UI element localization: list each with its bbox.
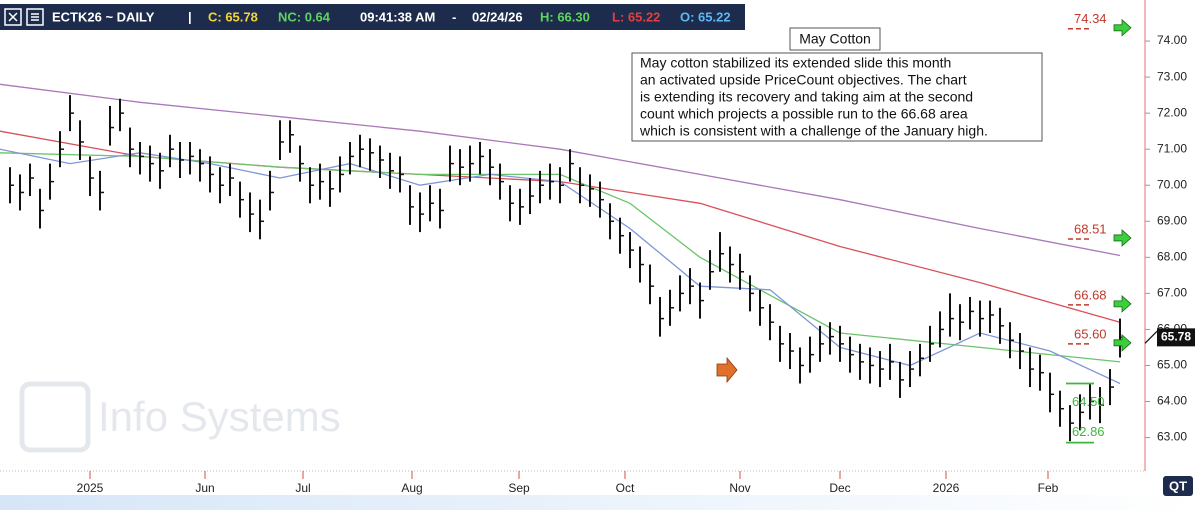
annotation-line: count which projects a possible run to t… <box>640 106 968 122</box>
x-tick-label: Jul <box>295 481 310 495</box>
target-label: 74.34 <box>1074 11 1107 26</box>
annotation-title-box <box>789 27 881 51</box>
header-item: H: 66.30 <box>540 9 590 24</box>
header-item: | <box>188 9 192 24</box>
header-item: - <box>452 9 456 24</box>
annotation-line: an activated upside PriceCount objective… <box>640 72 967 88</box>
x-tick-label: Feb <box>1038 481 1059 495</box>
x-tick-label: Nov <box>729 481 750 495</box>
y-tick-label: 72.00 <box>1157 105 1187 119</box>
target-arrow <box>1113 295 1132 313</box>
watermark-group: Info Systems <box>19 381 341 453</box>
price-box <box>1157 328 1195 347</box>
annotation-line: which is consistent with a challenge of … <box>639 123 988 139</box>
x-tick-label: Jun <box>195 481 214 495</box>
menu-icon[interactable] <box>26 8 44 26</box>
header-item: O: 65.22 <box>680 9 731 24</box>
logo-text: QT <box>1169 478 1187 493</box>
target-arrow <box>1113 18 1132 37</box>
y-tick-label: 67.00 <box>1157 286 1187 300</box>
y-tick-label: 69.00 <box>1157 213 1187 227</box>
price-pointer <box>1144 330 1158 344</box>
annotation-title: May Cotton <box>799 31 871 47</box>
close-icon[interactable] <box>4 8 22 26</box>
x-tick-label: 2025 <box>77 481 104 495</box>
x-tick-label: Oct <box>616 481 635 495</box>
close-icon-x <box>8 12 18 22</box>
watermark-text: Info Systems <box>98 393 341 440</box>
y-tick-label: 71.00 <box>1157 141 1187 155</box>
x-tick-label: Sep <box>508 481 530 495</box>
y-tick-label: 73.00 <box>1157 69 1187 83</box>
x-tick-label: Aug <box>401 481 422 495</box>
y-tick-label: 68.00 <box>1157 249 1187 263</box>
plot <box>0 28 1124 444</box>
annotation-text: May cotton stabilized its extended slide… <box>639 55 988 139</box>
annotation-box <box>631 52 1043 142</box>
target-label: 64.50 <box>1072 394 1105 409</box>
annotation-line: is extending its recovery and taking aim… <box>640 89 973 105</box>
x-tick-label: Dec <box>829 481 850 495</box>
header-item: 02/24/26 <box>472 9 523 24</box>
x-tick-label: 2026 <box>933 481 960 495</box>
target-arrow <box>1113 229 1132 247</box>
y-tick-label: 63.00 <box>1157 430 1187 444</box>
bottom-strip <box>0 495 1200 510</box>
header-item: NC: 0.64 <box>278 9 331 24</box>
annotation-line: May cotton stabilized its extended slide… <box>640 55 951 71</box>
target-label: 65.60 <box>1074 326 1107 341</box>
header-item: C: 65.78 <box>208 9 258 24</box>
target-label: 66.68 <box>1074 287 1107 302</box>
orange-arrow <box>716 356 738 384</box>
target-label: 68.51 <box>1074 221 1107 236</box>
y-tick-label: 64.00 <box>1157 394 1187 408</box>
y-tick-label: 65.00 <box>1157 358 1187 372</box>
header-item: 09:41:38 AM <box>360 9 435 24</box>
price-label: 65.78 <box>1161 330 1191 344</box>
target-arrow <box>1113 333 1132 352</box>
header-item: L: 65.22 <box>612 9 660 24</box>
moving-average <box>0 83 1121 257</box>
header-item: ECTK26 ~ DAILY <box>52 9 155 24</box>
y-tick-label: 74.00 <box>1157 33 1187 47</box>
y-tick-label: 70.00 <box>1157 177 1187 191</box>
watermark-logo <box>19 381 91 453</box>
target-label: 62.86 <box>1072 424 1105 439</box>
menu-icon-lines <box>31 13 39 21</box>
logo-box <box>1163 476 1193 496</box>
header-bar <box>0 4 745 30</box>
header-items: ECTK26 ~ DAILY | C: 65.78 NC: 0.64 09:41:38 … <box>52 9 731 24</box>
